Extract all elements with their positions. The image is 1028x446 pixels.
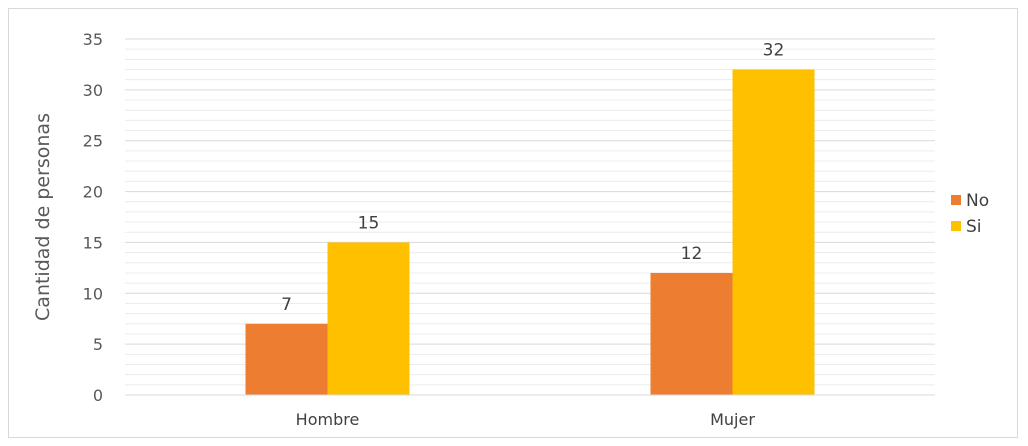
y-axis-title: Cantidad de personas xyxy=(32,113,54,321)
legend-label-no: No xyxy=(966,191,989,211)
bar-no-hombre xyxy=(245,323,328,395)
bar-chart: 0 5 10 15 20 25 30 35 7 15 12 32 Hombre Mujer Canti… xyxy=(32,30,989,429)
data-label: 15 xyxy=(358,213,380,233)
y-tick-label: 30 xyxy=(83,81,103,100)
bars xyxy=(245,69,815,395)
data-labels: 7 15 12 32 xyxy=(281,41,784,315)
y-tick-label: 0 xyxy=(93,386,103,405)
data-label: 12 xyxy=(681,244,703,264)
data-label: 7 xyxy=(281,295,292,315)
bar-no-mujer xyxy=(650,272,733,395)
bar-si-mujer xyxy=(732,69,815,395)
data-label: 32 xyxy=(763,41,785,61)
x-category-label: Hombre xyxy=(296,410,360,429)
y-tick-label: 20 xyxy=(83,183,103,202)
chart-frame: 0 5 10 15 20 25 30 35 7 15 12 32 Hombre Mujer Canti… xyxy=(8,8,1018,438)
y-tick-label: 25 xyxy=(83,132,103,151)
legend-swatch-si xyxy=(951,221,961,231)
y-tick-label: 15 xyxy=(83,233,103,252)
x-axis-categories: Hombre Mujer xyxy=(296,410,756,429)
legend-label-si: Si xyxy=(966,217,982,237)
legend: No Si xyxy=(951,191,989,237)
y-tick-label: 35 xyxy=(83,30,103,49)
y-axis-ticks: 0 5 10 15 20 25 30 35 xyxy=(83,30,103,405)
y-tick-label: 10 xyxy=(83,284,103,303)
x-category-label: Mujer xyxy=(710,410,755,429)
legend-swatch-no xyxy=(951,195,961,205)
bar-si-hombre xyxy=(327,242,410,395)
y-tick-label: 5 xyxy=(93,335,103,354)
